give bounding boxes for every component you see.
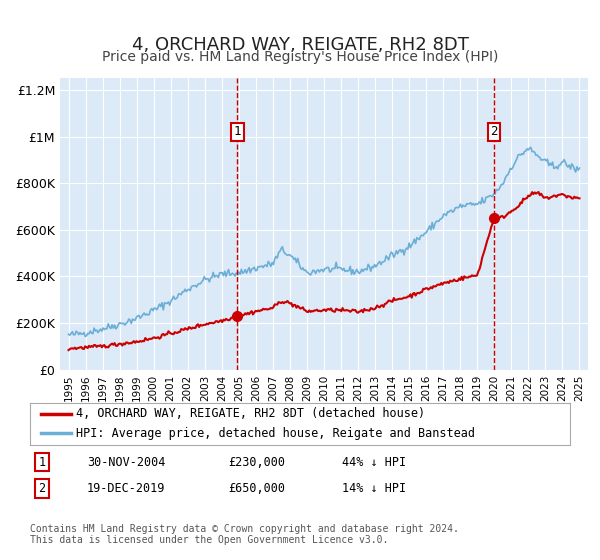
Text: 4, ORCHARD WAY, REIGATE, RH2 8DT (detached house): 4, ORCHARD WAY, REIGATE, RH2 8DT (detach… xyxy=(76,407,425,420)
Text: 14% ↓ HPI: 14% ↓ HPI xyxy=(342,482,406,495)
Text: 1: 1 xyxy=(234,125,241,138)
Text: 2: 2 xyxy=(38,482,46,495)
Text: Contains HM Land Registry data © Crown copyright and database right 2024.
This d: Contains HM Land Registry data © Crown c… xyxy=(30,524,459,545)
Text: 2: 2 xyxy=(490,125,497,138)
Text: £230,000: £230,000 xyxy=(228,455,285,469)
Text: HPI: Average price, detached house, Reigate and Banstead: HPI: Average price, detached house, Reig… xyxy=(76,427,475,440)
Text: £650,000: £650,000 xyxy=(228,482,285,495)
Text: 19-DEC-2019: 19-DEC-2019 xyxy=(87,482,166,495)
Text: 30-NOV-2004: 30-NOV-2004 xyxy=(87,455,166,469)
Text: 44% ↓ HPI: 44% ↓ HPI xyxy=(342,455,406,469)
Text: 4, ORCHARD WAY, REIGATE, RH2 8DT: 4, ORCHARD WAY, REIGATE, RH2 8DT xyxy=(131,36,469,54)
Text: 1: 1 xyxy=(38,455,46,469)
Text: Price paid vs. HM Land Registry's House Price Index (HPI): Price paid vs. HM Land Registry's House … xyxy=(102,50,498,64)
